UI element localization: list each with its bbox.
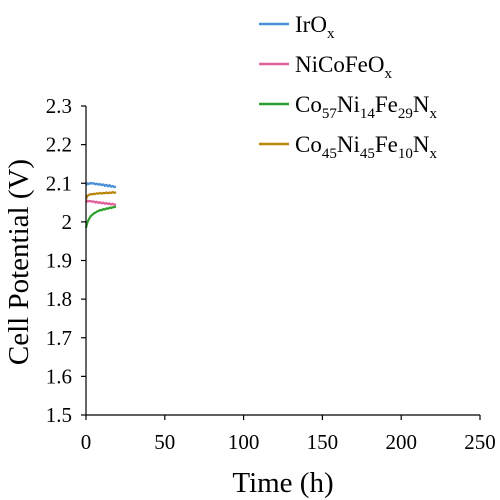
legend-label-4: Co45Ni45Fe10Nx (295, 132, 437, 162)
y-tick-label: 2.1 (46, 171, 72, 195)
y-tick-label: 1.9 (46, 249, 72, 273)
series-line-1 (85, 181, 117, 189)
x-tick-label: 200 (385, 430, 417, 454)
x-tick-label: 50 (154, 430, 175, 454)
legend-label-1: IrOx (295, 12, 335, 42)
y-tick-label: 2.2 (46, 133, 72, 157)
x-tick-label: 0 (81, 430, 92, 454)
series-line-4 (85, 191, 117, 200)
x-axis-title: Time (h) (232, 467, 333, 499)
axes: 1.5 1.6 1.7 1.8 1.9 2 2.1 2.2 2.3 0 50 100 150 200 250 (46, 94, 496, 454)
legend-label-3: Co57Ni14Fe29Nx (295, 92, 437, 122)
y-axis-title: Cell Potential (V) (3, 159, 35, 365)
y-tick-label: 2.3 (46, 94, 72, 118)
x-tick-label: 100 (228, 430, 260, 454)
y-tick-label: 1.8 (46, 287, 72, 311)
x-tick-label: 150 (307, 430, 339, 454)
series-line-2 (85, 199, 117, 206)
x-tick-label: 250 (464, 430, 496, 454)
plot-lines (84, 181, 117, 228)
legend-label-2: NiCoFeOx (295, 52, 392, 82)
y-tick-label: 1.5 (46, 403, 72, 427)
y-tick-label: 1.7 (46, 326, 72, 350)
series-line-3 (84, 205, 117, 228)
legend: IrOx NiCoFeOx Co57Ni14Fe29Nx Co45Ni45Fe10Nx (259, 12, 437, 162)
y-tick-label: 1.6 (46, 364, 72, 388)
y-tick-label: 2 (62, 210, 73, 234)
